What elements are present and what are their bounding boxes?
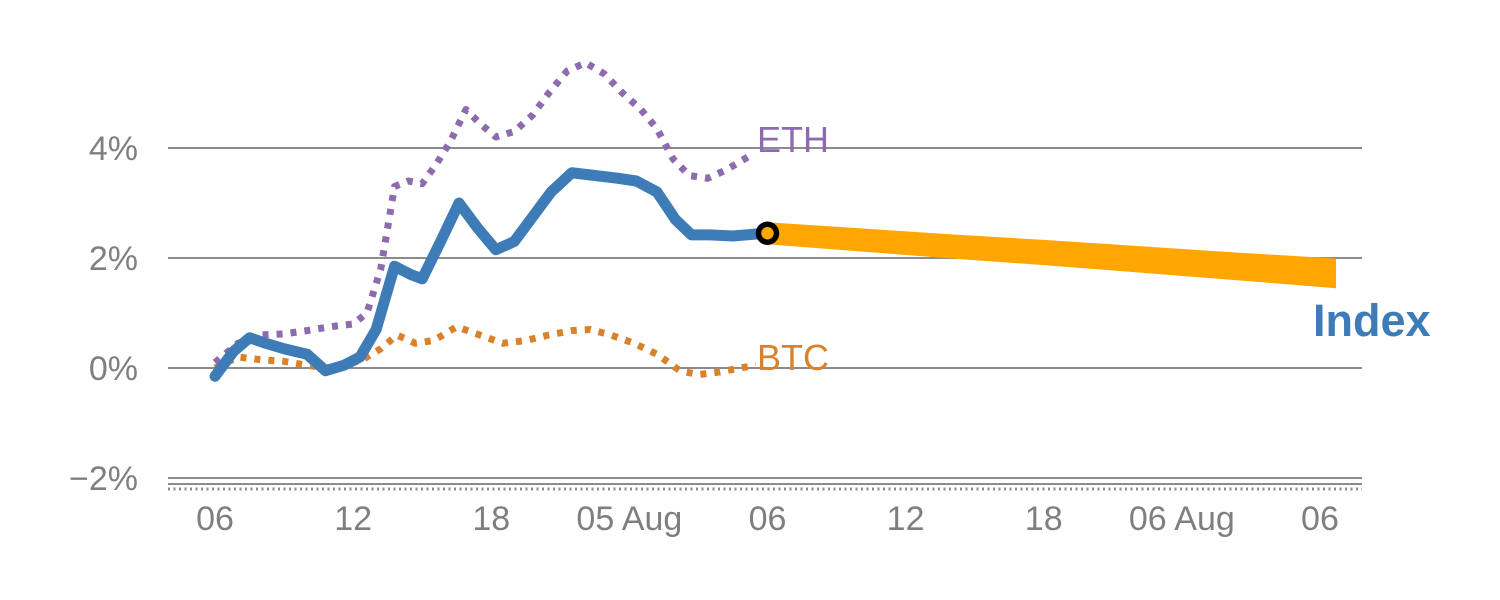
svg-text:05 Aug: 05 Aug (576, 500, 682, 538)
svg-text:−2%: −2% (69, 460, 138, 498)
svg-text:2%: 2% (89, 240, 138, 278)
svg-text:4%: 4% (89, 130, 138, 168)
svg-text:18: 18 (472, 500, 510, 538)
svg-text:06: 06 (749, 500, 787, 538)
series-label-btc: BTC (757, 337, 829, 378)
svg-text:12: 12 (334, 500, 372, 538)
svg-text:06: 06 (196, 500, 234, 538)
series-label-index: Index (1313, 295, 1431, 346)
series-label-eth: ETH (757, 119, 829, 160)
svg-text:06 Aug: 06 Aug (1129, 500, 1235, 538)
svg-text:12: 12 (887, 500, 925, 538)
svg-text:06: 06 (1301, 500, 1339, 538)
svg-text:0%: 0% (89, 350, 138, 388)
svg-text:18: 18 (1025, 500, 1063, 538)
